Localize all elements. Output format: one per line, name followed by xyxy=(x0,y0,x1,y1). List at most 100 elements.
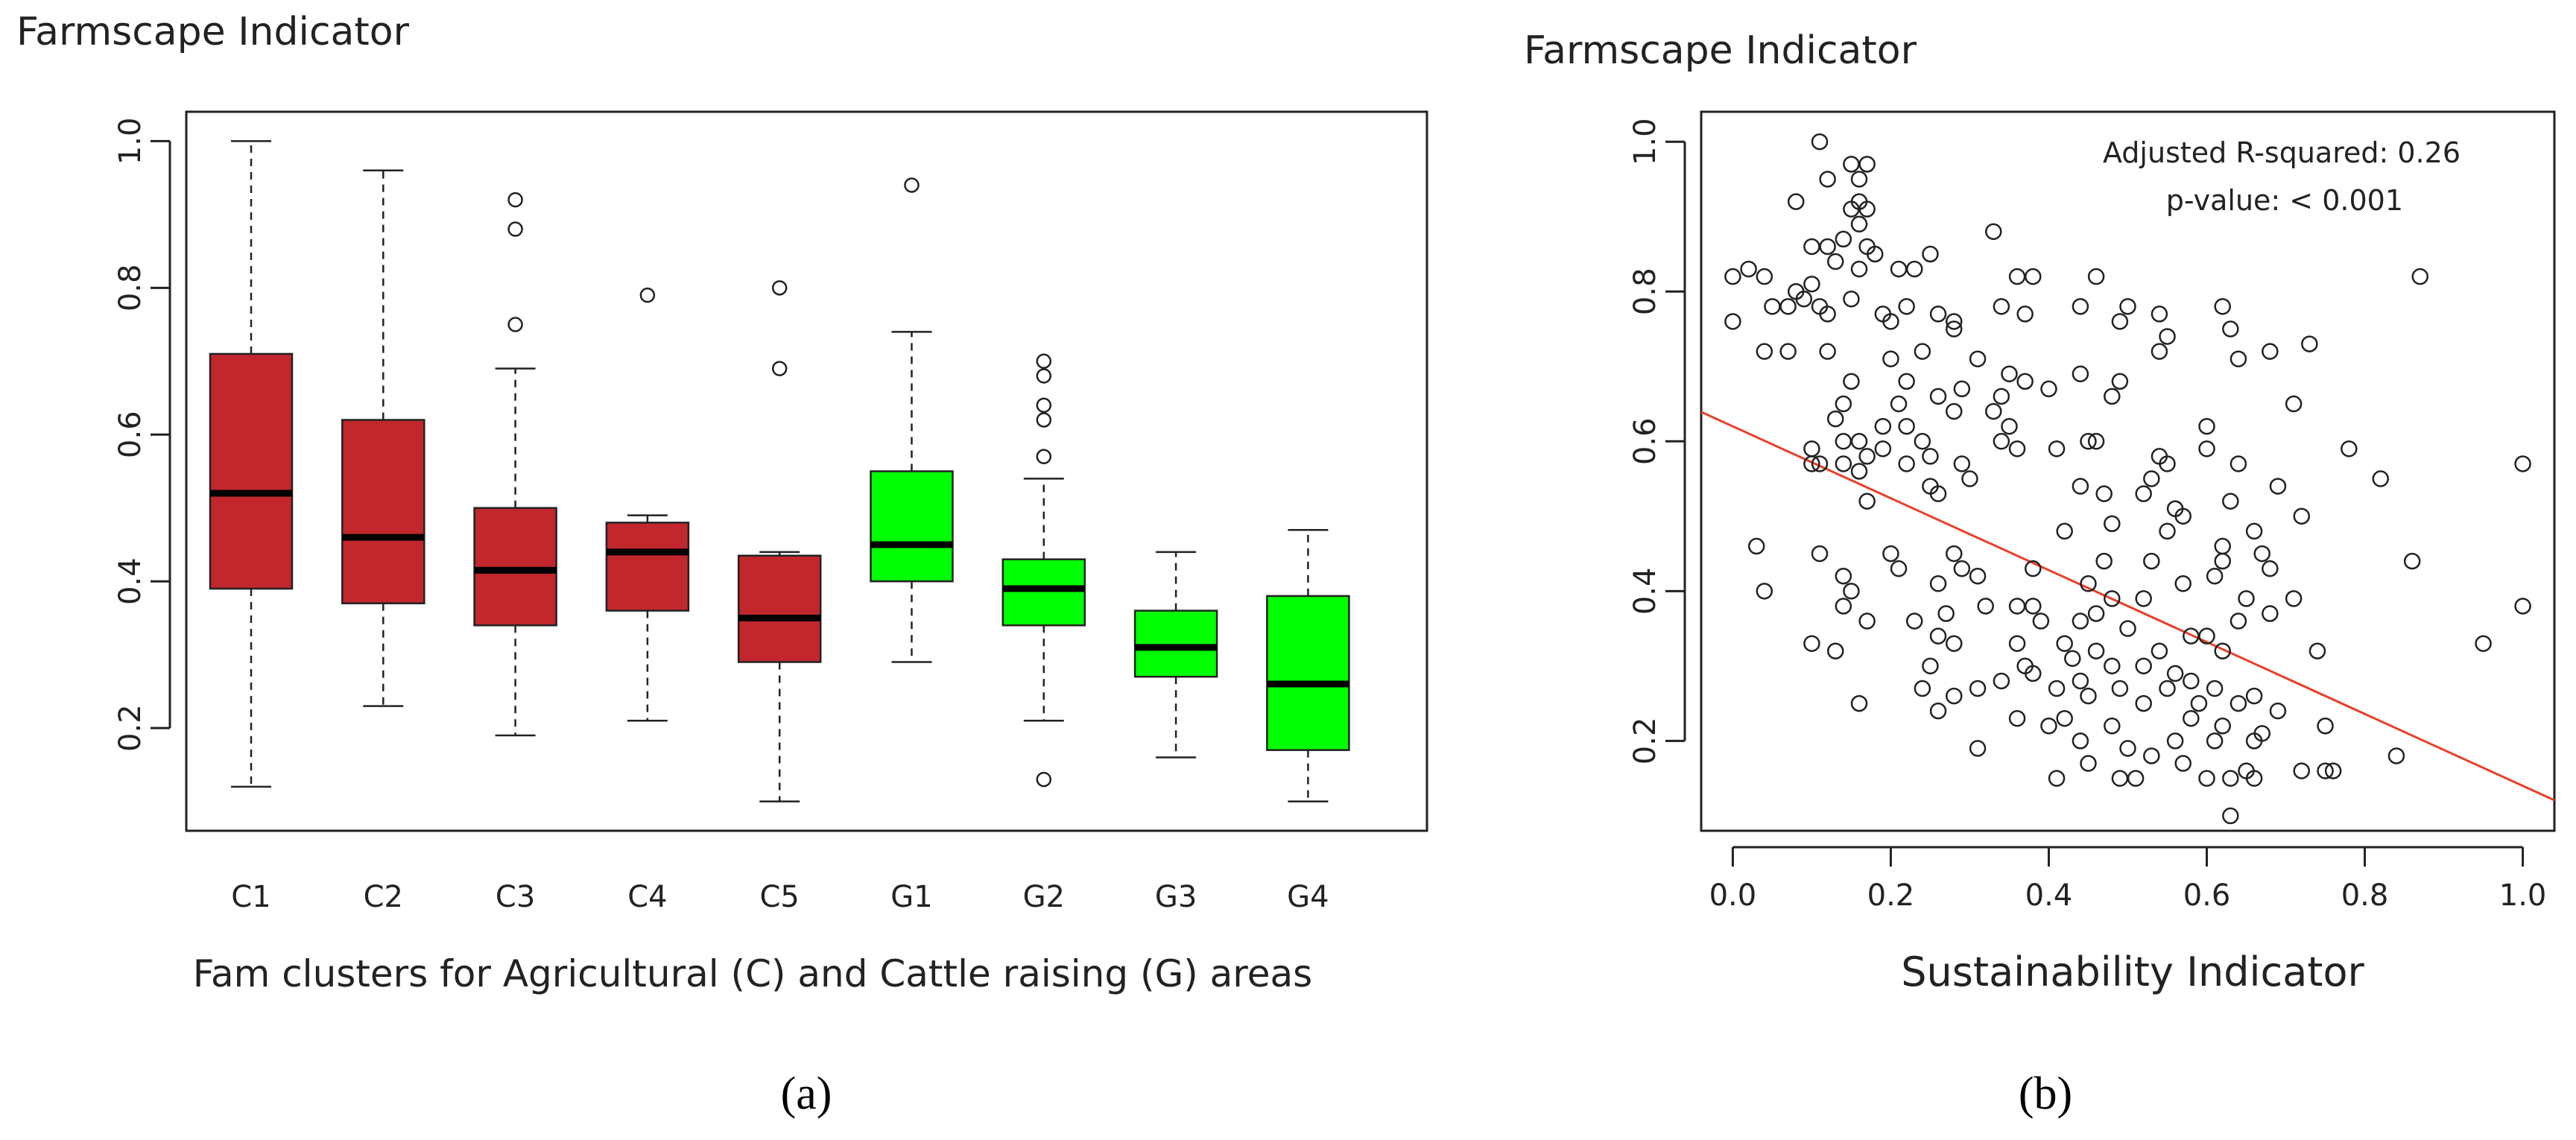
scatter-point xyxy=(1747,537,1765,555)
scatter-point xyxy=(2214,298,2231,315)
scatter-point xyxy=(2111,770,2129,787)
scatter-point xyxy=(2245,732,2263,750)
scatter-point xyxy=(1993,387,2010,405)
scatter-x-tick-label: 0.2 xyxy=(1867,878,1915,913)
scatter-x-tick-label: 0.4 xyxy=(2025,878,2073,913)
scatter-point xyxy=(2143,552,2160,570)
scatter-point xyxy=(2293,507,2310,525)
scatter-point xyxy=(2008,598,2026,615)
scatter-point xyxy=(2119,298,2136,315)
scatter-point xyxy=(1922,448,1939,465)
scatter-point xyxy=(2080,755,2097,772)
scatter-point xyxy=(1826,253,1844,270)
scatter-point xyxy=(2269,702,2287,720)
scatter-point xyxy=(2095,552,2113,570)
scatter-point xyxy=(2001,365,2018,383)
scatter-point xyxy=(2166,665,2184,683)
scatter-point xyxy=(1835,395,1852,413)
scatter-point xyxy=(1946,313,1963,330)
boxplot-x-axis: C1 C2 C3 C4 C5 G1 G2 G3 G4 xyxy=(231,880,1329,914)
box-g1 xyxy=(870,177,954,663)
box-c2 xyxy=(341,169,425,707)
outlier-point xyxy=(1036,353,1052,370)
scatter-point xyxy=(2008,440,2026,457)
scatter-point xyxy=(2262,560,2279,577)
scatter-x-tick-label: 1.0 xyxy=(2499,878,2547,913)
scatter-point xyxy=(1914,433,1931,450)
scatter-point xyxy=(1946,402,1963,420)
scatter-point xyxy=(1929,305,1947,323)
outlier-point xyxy=(771,361,788,376)
category-label-c1: C1 xyxy=(231,880,270,914)
scatter-point xyxy=(1929,627,1947,645)
scatter-point xyxy=(1898,417,1915,435)
boxplot-panel: Farmscape Indicator 0.2 0.4 0.6 0.8 1.0 C1 C2… xyxy=(16,10,1428,1119)
scatter-point xyxy=(1969,350,1987,367)
boxplot-y-tick-label: 0.8 xyxy=(113,265,148,312)
scatter-y-tick-label: 0.6 xyxy=(1628,417,1662,465)
scatter-point xyxy=(1850,260,1868,278)
scatter-point xyxy=(2127,770,2145,787)
scatter-point xyxy=(2080,433,2097,450)
scatter-point xyxy=(2198,770,2215,787)
scatter-point xyxy=(2285,395,2303,413)
scatter-point xyxy=(1953,560,1971,577)
scatter-point xyxy=(1874,440,1892,457)
scatter-point xyxy=(1858,493,1876,510)
scatter-point xyxy=(2048,680,2066,697)
scatter-point xyxy=(2514,455,2531,472)
scatter-point xyxy=(1914,680,1931,697)
scatter-point xyxy=(1929,575,1947,592)
scatter-point xyxy=(1850,463,1868,480)
outlier-point xyxy=(507,221,523,237)
scatter-point xyxy=(2308,642,2326,659)
scatter-point xyxy=(1811,545,1829,563)
scatter-point xyxy=(2151,305,2168,323)
scatter-point xyxy=(1835,598,1852,615)
scatter-point xyxy=(1826,410,1844,428)
scatter-point xyxy=(2080,687,2097,705)
scatter-point xyxy=(2206,732,2224,750)
scatter-point xyxy=(2008,709,2026,727)
scatter-point xyxy=(1969,567,1987,585)
scatter-point xyxy=(2475,635,2492,652)
scatter-point xyxy=(1756,343,1773,360)
scatter-point xyxy=(1858,156,1876,173)
scatter-point xyxy=(2222,770,2239,787)
scatter-point xyxy=(1946,635,1963,652)
scatter-title: Farmscape Indicator xyxy=(1524,28,1917,73)
scatter-plot-frame xyxy=(1700,110,2556,832)
scatter-x-tick-label: 0.0 xyxy=(1709,878,1757,913)
scatter-point xyxy=(2411,267,2429,285)
outlier-point xyxy=(904,177,920,193)
scatter-point xyxy=(1985,402,2002,420)
scatter-point xyxy=(2119,620,2136,637)
scatter-point xyxy=(1946,687,1963,705)
scatter-point xyxy=(2198,627,2215,645)
box-c3 xyxy=(473,191,557,737)
scatter-point xyxy=(2285,590,2303,607)
scatter-point xyxy=(1866,245,1884,263)
scatter-point xyxy=(2151,642,2168,659)
scatter-point xyxy=(1874,417,1892,435)
panel-label-a: (a) xyxy=(781,1068,832,1119)
scatter-point xyxy=(1993,298,2010,315)
scatter-point xyxy=(2387,747,2405,764)
scatter-point xyxy=(2143,747,2160,764)
scatter-point xyxy=(1946,545,1963,563)
scatter-point xyxy=(1850,215,1868,233)
boxplot-y-axis: 0.2 0.4 0.6 0.8 1.0 xyxy=(113,118,171,752)
scatter-point xyxy=(2198,440,2215,457)
scatter-point xyxy=(1819,343,1836,360)
scatter-point xyxy=(1850,433,1868,450)
panel-label-b: (b) xyxy=(2019,1068,2072,1119)
scatter-point xyxy=(1937,605,1955,622)
scatter-point xyxy=(2159,455,2176,472)
scatter-point xyxy=(2104,387,2121,405)
scatter-point xyxy=(1882,545,1899,563)
scatter-point xyxy=(2016,373,2034,390)
scatter-point xyxy=(2166,732,2184,750)
scatter-point xyxy=(1969,680,1987,697)
box-iqr xyxy=(1001,558,1086,627)
scatter-point xyxy=(1929,485,1947,502)
